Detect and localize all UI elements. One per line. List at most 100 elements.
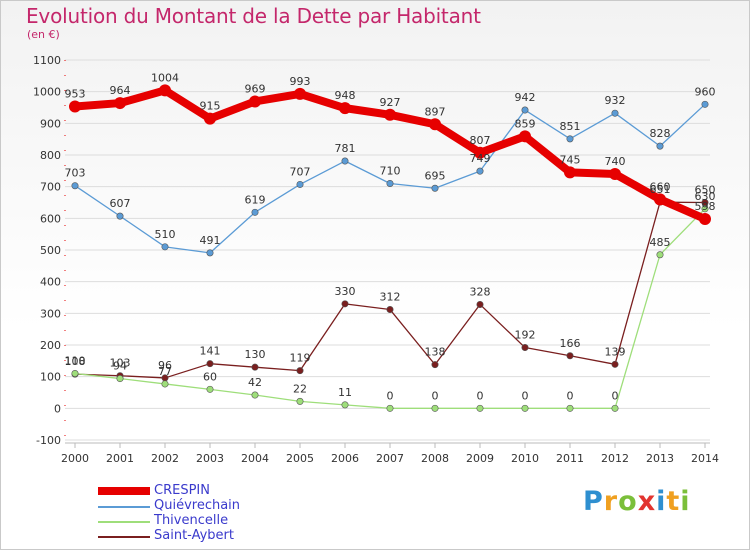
- data-label: 745: [560, 153, 581, 166]
- data-point: [386, 404, 394, 412]
- data-point: [476, 404, 484, 412]
- data-label: 166: [560, 337, 581, 350]
- y-tick-label: 700: [40, 181, 61, 194]
- data-point: [609, 168, 621, 180]
- data-label: 77: [158, 365, 172, 378]
- data-point: [341, 157, 349, 165]
- data-point: [386, 180, 394, 188]
- legend-label-quievrechain: Quiévrechain: [154, 498, 241, 513]
- data-label: 695: [425, 169, 446, 182]
- data-point: [339, 102, 351, 115]
- data-point: [69, 100, 81, 113]
- x-tick-label: 2001: [106, 452, 134, 465]
- data-point: [429, 118, 441, 131]
- data-point: [294, 87, 306, 100]
- data-point: [701, 205, 709, 213]
- data-label: 942: [515, 91, 536, 104]
- x-tick-label: 2009: [466, 452, 494, 465]
- data-point: [204, 112, 216, 125]
- data-label: 651: [650, 183, 671, 196]
- data-point: [611, 109, 619, 117]
- data-point: [296, 397, 304, 405]
- data-label: 781: [335, 142, 356, 155]
- data-point: [611, 404, 619, 412]
- data-label: 108: [65, 355, 86, 368]
- data-point: [114, 97, 126, 110]
- x-tick-label: 2010: [511, 452, 539, 465]
- chart-title: Evolution du Montant de la Dette par Hab…: [26, 4, 481, 28]
- data-point: [341, 300, 349, 308]
- data-point: [251, 391, 259, 399]
- data-label: 969: [245, 82, 266, 95]
- y-tick-label: 0: [54, 402, 61, 415]
- legend-swatch-saint-aybert: [98, 536, 150, 538]
- data-label: 948: [335, 89, 356, 102]
- data-label: 0: [432, 389, 439, 402]
- data-point: [654, 193, 666, 206]
- x-tick-label: 2000: [61, 452, 89, 465]
- data-point: [384, 108, 396, 121]
- proxiti-logo: Proxiti: [583, 486, 691, 517]
- data-label: 707: [290, 165, 311, 178]
- y-tick-label: 100: [40, 371, 61, 384]
- data-point: [116, 212, 124, 220]
- x-tick-label: 2005: [286, 452, 314, 465]
- data-label: 619: [245, 193, 266, 206]
- data-label: 749: [470, 152, 491, 165]
- data-label: 960: [695, 85, 716, 98]
- y-tick-label: 300: [40, 307, 61, 320]
- data-label: 60: [203, 370, 217, 383]
- data-label: 932: [605, 94, 626, 107]
- x-tick-label: 2002: [151, 452, 179, 465]
- data-label: 119: [290, 352, 311, 365]
- y-tick-label: 500: [40, 244, 61, 257]
- data-label: 138: [425, 346, 446, 359]
- data-label: 851: [560, 120, 581, 133]
- data-label: 964: [110, 84, 131, 97]
- y-tick-label: 600: [40, 212, 61, 225]
- data-label: 915: [200, 100, 221, 113]
- data-point: [521, 106, 529, 114]
- data-label: 710: [380, 165, 401, 178]
- data-label: 96: [158, 359, 172, 372]
- data-point: [386, 306, 394, 314]
- data-label: 485: [650, 236, 671, 249]
- x-tick-label: 2013: [646, 452, 674, 465]
- data-label: 0: [387, 389, 394, 402]
- data-label: 139: [605, 345, 626, 358]
- x-tick-label: 2008: [421, 452, 449, 465]
- legend-label-thivencelle: Thivencelle: [154, 513, 229, 528]
- data-point: [251, 363, 259, 371]
- data-label: 859: [515, 117, 536, 130]
- data-label: 0: [522, 389, 529, 402]
- data-point: [159, 84, 171, 97]
- data-point: [656, 251, 664, 259]
- data-label: 110: [65, 355, 86, 368]
- data-point: [251, 208, 259, 216]
- data-point: [206, 385, 214, 393]
- data-point: [206, 360, 214, 368]
- data-label: 660: [650, 180, 671, 193]
- y-tick-label: 200: [40, 339, 61, 352]
- data-point: [566, 352, 574, 360]
- data-label: 312: [380, 291, 401, 304]
- data-label: 510: [155, 228, 176, 241]
- data-point: [519, 130, 531, 143]
- data-point: [296, 180, 304, 188]
- data-point: [699, 212, 711, 225]
- data-point: [521, 404, 529, 412]
- data-label: 1004: [151, 71, 179, 84]
- data-point: [71, 182, 79, 190]
- data-point: [161, 380, 169, 388]
- data-label: 740: [605, 155, 626, 168]
- data-label: 630: [695, 190, 716, 203]
- data-label: 192: [515, 329, 536, 342]
- data-point: [476, 300, 484, 308]
- data-point: [476, 167, 484, 175]
- data-label: 328: [470, 285, 491, 298]
- y-tick-label: 1000: [33, 86, 61, 99]
- data-label: 11: [338, 386, 352, 399]
- data-label: 807: [470, 134, 491, 147]
- x-tick-label: 2011: [556, 452, 584, 465]
